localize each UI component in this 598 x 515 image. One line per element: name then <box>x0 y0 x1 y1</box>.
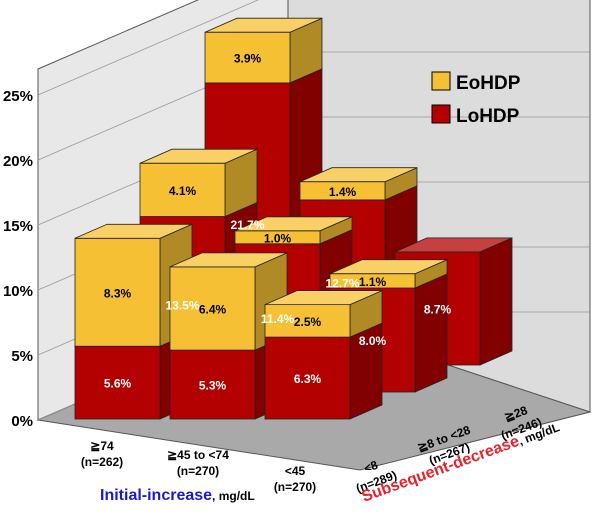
x-category-3-line1: <45 <box>285 464 306 478</box>
x-category-3-line2: (n=270) <box>274 480 316 494</box>
bar-3-1-lohdp-label: 6.3% <box>294 372 322 386</box>
bar-2-3-eohdp-top <box>299 167 418 183</box>
y-tick-label: 25% <box>3 88 33 105</box>
y-tick-label: 20% <box>3 153 33 170</box>
depth-category-1-line1: <8 <box>362 458 380 476</box>
bar-3-3-lohdp-top <box>394 237 513 253</box>
bar-1-1-eohdp-front <box>74 237 161 347</box>
bar-2-1-lohdp-label: 5.3% <box>199 379 227 393</box>
bar-3-2-lohdp-side <box>414 273 448 393</box>
bar-2-1-eohdp-top <box>169 252 288 268</box>
bar-3-1-lohdp-front <box>264 336 351 420</box>
legend-swatch-eohdp <box>431 71 451 91</box>
legend-label-eohdp: EoHDP <box>456 73 521 94</box>
y-tick-label: 15% <box>3 218 33 235</box>
bars <box>74 17 513 420</box>
bar-2-2-eohdp <box>234 216 353 245</box>
x-category-2-line2: (n=270) <box>177 464 219 478</box>
bar-3-1-eohdp-top <box>264 290 383 306</box>
x-axis-title: Initial-increase, mg/dL <box>100 487 255 504</box>
legend: EoHDP LoHDP <box>431 71 521 127</box>
bar-1-3-lohdp-label: 21.7% <box>230 218 264 232</box>
x-axis-category-labels: ≧74 (n=262) ≧45 to <74 (n=270) <45 (n=27… <box>81 439 316 494</box>
y-tick-label: 5% <box>11 348 33 365</box>
x-category-2-line1: ≧45 to <74 <box>167 448 229 462</box>
bar-3-1-eohdp-front <box>264 304 351 338</box>
bar-1-2-eohdp <box>139 148 258 218</box>
x-category-1-line1: ≧74 <box>90 439 114 453</box>
bar-1-2-eohdp-label: 4.1% <box>169 184 197 198</box>
y-tick-label: 0% <box>11 413 33 430</box>
x-category-1-line2: (n=262) <box>81 455 123 469</box>
bar-3-1-eohdp-label: 2.5% <box>294 315 322 329</box>
bar-3-3-lohdp-side <box>479 237 513 366</box>
bar-1-1-eohdp-top <box>74 223 193 239</box>
data-labels: 21.7% 3.9% 12.7% 1.4% 8.7% 13.5% 4.1% 11.4% 1.0%… <box>104 52 452 393</box>
bar-2-2-eohdp-top <box>234 216 353 232</box>
bar-2-1-lohdp-front <box>169 349 256 420</box>
bar-1-3-eohdp-label: 3.9% <box>234 52 262 66</box>
x-axis-unit: , mg/dL <box>212 489 255 503</box>
x-axis-label: Initial-increase <box>100 487 212 504</box>
x-axis-title-text: Initial-increase, mg/dL <box>100 487 255 504</box>
bar-1-2-lohdp-label: 13.5% <box>165 298 199 312</box>
bar-1-2-eohdp-top <box>139 148 258 164</box>
bar-2-3-eohdp-label: 1.4% <box>329 185 357 199</box>
y-axis-ticks: 0% 5% 10% 15% 20% 25% <box>3 88 33 430</box>
bar-1-3-eohdp <box>204 17 323 84</box>
legend-label-lohdp: LoHDP <box>456 106 520 127</box>
bar-3-2-lohdp-label: 8.0% <box>359 334 387 348</box>
bar-3-3-lohdp-label: 8.7% <box>424 302 452 316</box>
bar-2-2-eohdp-label: 1.0% <box>264 231 292 245</box>
legend-swatch-lohdp <box>431 104 451 124</box>
bar-1-1-lohdp-front <box>74 345 161 420</box>
bar-1-3-eohdp-front <box>204 31 291 84</box>
bar-2-3-lohdp-label: 12.7% <box>325 276 359 290</box>
bar-1-3-eohdp-top <box>204 17 323 33</box>
bar-2-1-eohdp-front <box>169 266 256 351</box>
bar-1-1-lohdp-label: 5.6% <box>104 377 132 391</box>
bar-3-2-eohdp-top <box>329 259 448 275</box>
bar-2-1-eohdp-label: 6.4% <box>199 303 227 317</box>
bar-3-2-eohdp-label: 1.1% <box>359 275 387 289</box>
gridline-side <box>37 0 259 96</box>
bar-1-1-eohdp-label: 8.3% <box>104 286 132 300</box>
bar-2-2-lohdp-label: 11.4% <box>261 312 295 326</box>
y-tick-label: 10% <box>3 283 33 300</box>
bar-1-2-eohdp-front <box>139 162 226 217</box>
bar-3-1-lohdp <box>264 322 383 420</box>
